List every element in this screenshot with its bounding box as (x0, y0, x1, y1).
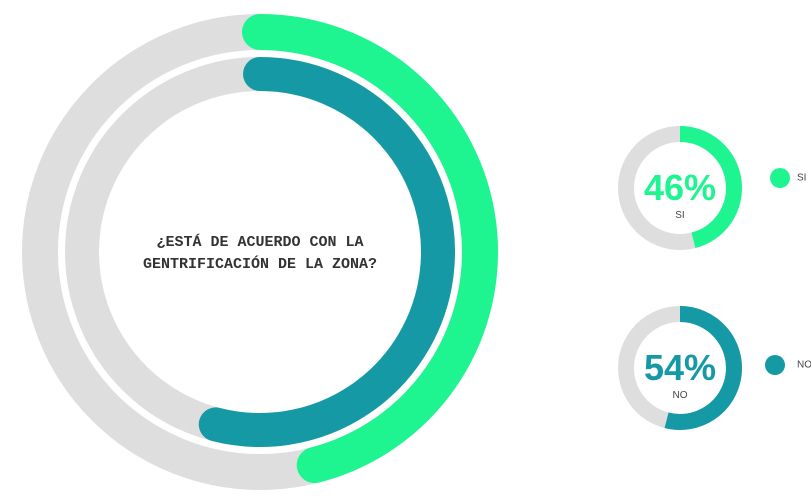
donut-arc (679, 126, 742, 249)
donut-arc (664, 306, 742, 430)
legend-swatch (770, 168, 790, 188)
ring-arc (198, 57, 455, 447)
donut-label: NO (673, 390, 688, 401)
legend-label: SI (797, 173, 806, 184)
ring-arc (242, 14, 498, 484)
chart-title: ¿ESTÁ DE ACUERDO CON LA GENTRIFICACIÓN D… (142, 234, 378, 273)
value-label: 54% (644, 347, 716, 388)
value-label: 46% (644, 167, 716, 208)
legend-swatch (765, 355, 785, 375)
donut-label: SI (675, 210, 684, 221)
legend-label: NO (797, 360, 811, 371)
